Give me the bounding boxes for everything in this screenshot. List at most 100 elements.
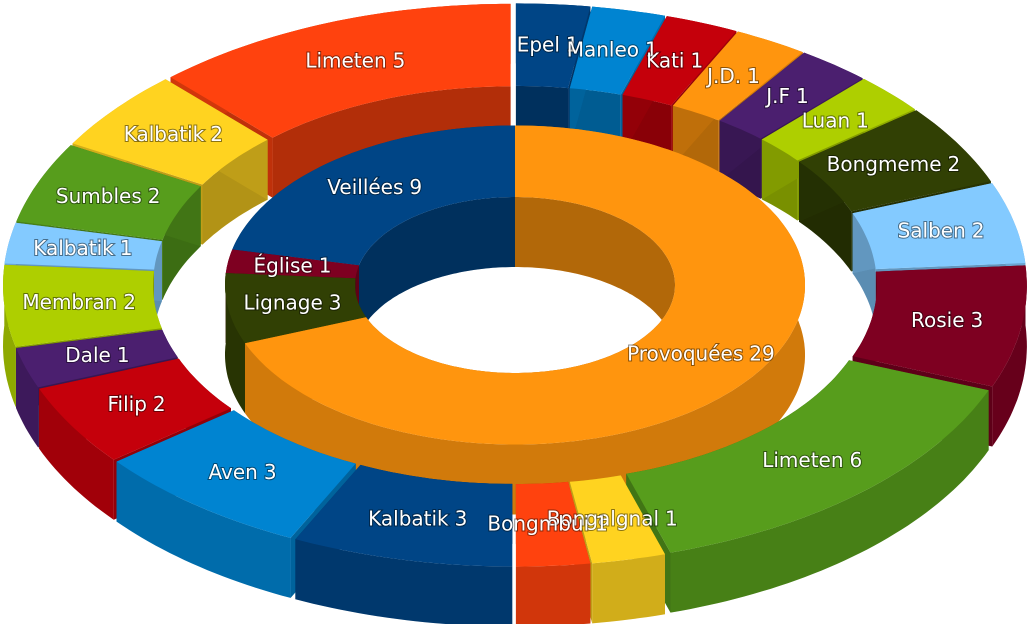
data-label: Membran 2 bbox=[22, 289, 136, 313]
data-label: Sumbles 2 bbox=[56, 184, 161, 208]
data-label: Aven 3 bbox=[209, 459, 277, 483]
label-name: Limeten bbox=[762, 448, 843, 472]
label-value: 1 bbox=[665, 506, 678, 530]
label-value: 6 bbox=[850, 448, 863, 472]
segment-outer-side bbox=[225, 273, 245, 414]
label-name: Filip bbox=[107, 392, 146, 416]
segment-top bbox=[39, 358, 232, 460]
label-name: Kalbatik bbox=[33, 236, 114, 260]
segment-outer-shade bbox=[992, 265, 1027, 447]
data-label: Salben 2 bbox=[898, 218, 985, 242]
segment-top bbox=[799, 110, 991, 212]
label-name: Veillées bbox=[327, 175, 403, 199]
data-label: Église 1 bbox=[254, 253, 332, 277]
segment-outer-shade bbox=[515, 563, 591, 624]
segment-top bbox=[626, 360, 989, 553]
segment-top bbox=[16, 145, 201, 240]
label-name: Luan bbox=[802, 108, 850, 132]
segment-outer-shade bbox=[670, 390, 989, 613]
label-name: Salben bbox=[898, 218, 966, 242]
data-label: Limeten 5 bbox=[305, 48, 405, 72]
label-value: 1 bbox=[117, 342, 130, 366]
segment-top bbox=[225, 273, 367, 344]
data-label: Rosie 3 bbox=[911, 307, 983, 331]
segment-top bbox=[569, 475, 665, 564]
label-name: Dale bbox=[65, 342, 111, 366]
label-value: 1 bbox=[856, 108, 869, 132]
data-label: Filip 2 bbox=[107, 392, 165, 416]
data-label: Kati 1 bbox=[646, 48, 703, 72]
label-name: J.D. bbox=[705, 63, 741, 87]
label-value: 1 bbox=[645, 37, 658, 61]
segment-outer-shade bbox=[16, 348, 39, 448]
data-label: Limeten 6 bbox=[762, 448, 862, 472]
label-name: Kalbatik bbox=[124, 122, 205, 146]
segment-top bbox=[225, 249, 359, 279]
label-name: J.F bbox=[764, 84, 790, 108]
segment-outer-side bbox=[670, 390, 989, 613]
data-label: Kalbatik 1 bbox=[33, 236, 132, 260]
data-label: Lignage 3 bbox=[243, 290, 341, 314]
data-label: Kalbatik 3 bbox=[368, 506, 467, 530]
data-label: Kalbatik 2 bbox=[124, 122, 223, 146]
segment bbox=[116, 410, 356, 598]
segment-outer-shade bbox=[225, 273, 245, 414]
data-label: Veillées 9 bbox=[327, 175, 422, 199]
segment-top bbox=[852, 183, 1026, 270]
segment bbox=[245, 125, 805, 515]
label-value: 2 bbox=[972, 218, 985, 242]
label-value: 2 bbox=[210, 122, 223, 146]
segment-top bbox=[116, 410, 356, 538]
label-value: 1 bbox=[319, 253, 332, 277]
label-value: 3 bbox=[971, 307, 984, 331]
segment-outer-side bbox=[116, 461, 291, 598]
label-name: Kati bbox=[646, 48, 684, 72]
label-value: 1 bbox=[595, 511, 608, 535]
segment-outer-side bbox=[592, 554, 665, 624]
data-label: Dale 1 bbox=[65, 342, 129, 366]
label-name: Epel bbox=[517, 32, 560, 56]
label-name: Bongalgnal bbox=[547, 506, 659, 530]
label-value: 1 bbox=[690, 48, 703, 72]
segment-inner-side bbox=[359, 197, 515, 336]
segment-top bbox=[622, 16, 737, 106]
label-name: Sumbles bbox=[56, 184, 142, 208]
segment-top bbox=[761, 78, 915, 161]
segment bbox=[295, 464, 513, 624]
segment-top bbox=[515, 3, 591, 89]
label-value: 1 bbox=[796, 84, 809, 108]
segment-outer-shade bbox=[116, 461, 291, 598]
label-name: Manleo bbox=[567, 37, 639, 61]
label-value: 3 bbox=[329, 290, 342, 314]
label-value: 1 bbox=[566, 32, 579, 56]
label-value: 29 bbox=[749, 341, 774, 365]
segment-outer-side bbox=[515, 563, 591, 624]
segment-top bbox=[515, 481, 591, 567]
data-label: Bongmeme 2 bbox=[827, 151, 961, 175]
data-label: Epel 1 bbox=[517, 32, 579, 56]
label-value: 2 bbox=[153, 392, 166, 416]
segment-outer-side bbox=[992, 265, 1027, 447]
label-name: Église bbox=[254, 253, 313, 277]
segment-outer-shade bbox=[295, 539, 513, 624]
data-label: Bongmbui 1 bbox=[487, 511, 607, 535]
segment-top bbox=[4, 222, 162, 270]
segment-top bbox=[245, 125, 805, 445]
label-value: 2 bbox=[948, 151, 961, 175]
data-label: Provoquées 29 bbox=[627, 341, 775, 365]
segment-top bbox=[16, 329, 178, 388]
label-value: 3 bbox=[264, 459, 277, 483]
segment-top bbox=[852, 265, 1027, 387]
label-name: Bongmeme bbox=[827, 151, 942, 175]
segment-top bbox=[569, 6, 665, 95]
segment-top bbox=[170, 3, 511, 138]
segment-outer-shade bbox=[592, 554, 665, 624]
label-value: 1 bbox=[120, 236, 133, 260]
segment-outer-shade bbox=[3, 264, 16, 407]
segment-top bbox=[232, 125, 516, 266]
segment-outer-side bbox=[295, 539, 513, 624]
label-value: 2 bbox=[148, 184, 161, 208]
segment-outer-side bbox=[16, 348, 39, 448]
label-name: Rosie bbox=[911, 307, 965, 331]
